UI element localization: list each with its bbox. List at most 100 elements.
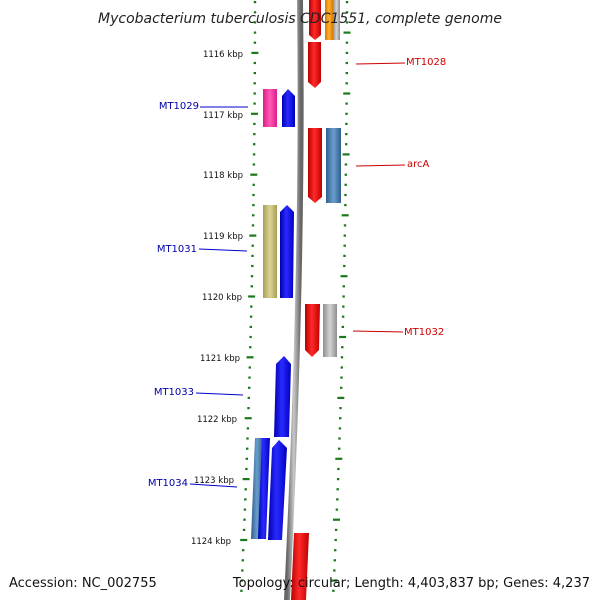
gene-label-mt1031[interactable]: MT1031 (157, 244, 197, 255)
major-tick (337, 396, 345, 399)
cog-box-pink[interactable] (263, 89, 277, 127)
minor-tick (345, 112, 348, 115)
major-tick (251, 51, 259, 54)
minor-tick (251, 264, 254, 268)
major-tick (340, 275, 348, 278)
gene-arrow-mt1033[interactable] (274, 356, 291, 437)
minor-tick (341, 315, 345, 318)
minor-tick (253, 72, 256, 75)
gene-label-mt1029[interactable]: MT1029 (159, 101, 199, 112)
gene-arrow-mt1034-b[interactable] (268, 440, 287, 540)
minor-tick (253, 82, 256, 85)
minor-tick (253, 122, 256, 125)
minor-tick (253, 21, 257, 24)
minor-tick (247, 396, 250, 399)
scale-label: 1118 kbp (203, 171, 243, 181)
minor-tick (252, 163, 256, 166)
minor-tick (241, 569, 244, 572)
minor-tick (248, 376, 251, 379)
minor-tick (345, 1, 349, 4)
minor-tick (345, 82, 348, 85)
major-tick (330, 579, 338, 582)
minor-tick (250, 305, 253, 308)
minor-tick (335, 508, 339, 511)
minor-tick (342, 305, 345, 308)
minor-tick (343, 234, 346, 237)
minor-tick (344, 173, 347, 176)
cog-box-gray[interactable] (323, 304, 337, 357)
minor-tick (246, 427, 250, 430)
gene-arrow-forward[interactable] (309, 0, 321, 40)
minor-tick (345, 133, 348, 136)
map-title: Mycobacterium tuberculosis CDC1551, comp… (98, 11, 502, 27)
gene-label-mt1033[interactable]: MT1033 (154, 387, 194, 398)
minor-tick (242, 528, 246, 531)
scale-label: 1117 kbp (203, 111, 243, 121)
scale-label: 1121 kbp (200, 354, 240, 364)
minor-tick (343, 244, 346, 247)
minor-tick (345, 102, 348, 105)
major-tick (250, 173, 258, 176)
gene-arrow-mt1034-a[interactable] (258, 438, 270, 539)
minor-tick (243, 518, 246, 521)
minor-tick (345, 51, 349, 54)
gene-arrow-arca[interactable] (308, 128, 322, 203)
gene-arrow-mt1031[interactable] (280, 205, 294, 298)
minor-tick (345, 11, 349, 14)
minor-tick (243, 508, 247, 511)
cog-box-steelblue[interactable] (326, 128, 341, 203)
gene-arrow-forward[interactable] (291, 533, 309, 600)
scale-label: 1120 kbp (202, 293, 242, 303)
minor-tick (333, 559, 336, 562)
minor-tick (249, 335, 252, 339)
major-tick (333, 518, 340, 521)
minor-tick (246, 437, 249, 440)
minor-tick (342, 295, 345, 298)
minor-tick (345, 72, 348, 75)
minor-tick (340, 356, 344, 359)
minor-tick (340, 386, 343, 389)
minor-tick (340, 366, 343, 369)
gene-label-mt1028[interactable]: MT1028 (406, 57, 446, 68)
major-tick (342, 153, 350, 156)
minor-tick (345, 122, 348, 125)
minor-tick (247, 407, 250, 410)
gene-arrow-mt1028[interactable] (308, 42, 321, 88)
cog-box-gray[interactable] (333, 0, 340, 40)
minor-tick (333, 569, 336, 572)
gene-label-mt1034[interactable]: MT1034 (148, 478, 188, 489)
gene-label-arca[interactable]: arcA (407, 159, 430, 170)
minor-tick (253, 102, 256, 105)
minor-tick (332, 589, 335, 592)
minor-tick (251, 224, 255, 227)
minor-tick (249, 315, 253, 318)
minor-tick (338, 437, 341, 440)
right-tick-track (330, 1, 351, 592)
major-tick (343, 31, 351, 34)
minor-tick (248, 366, 251, 369)
gene-label-mt1032[interactable]: MT1032 (404, 327, 444, 338)
left-tick-track (240, 1, 259, 592)
major-tick (249, 234, 257, 237)
minor-tick (252, 193, 255, 197)
major-tick (248, 295, 256, 298)
gene-arrow-mt1032[interactable] (305, 304, 320, 357)
cog-box-orange[interactable] (325, 0, 333, 40)
minor-tick (336, 498, 339, 501)
leader-line-mt1028 (355, 62, 406, 65)
scale-label: 1116 kbp (203, 50, 243, 60)
minor-tick (246, 447, 249, 450)
minor-tick (253, 31, 257, 34)
minor-tick (340, 376, 343, 379)
major-tick (339, 335, 347, 339)
minor-tick (345, 41, 349, 44)
minor-tick (338, 447, 341, 450)
minor-tick (341, 325, 344, 328)
minor-tick (251, 254, 254, 257)
cog-box-khaki[interactable] (263, 205, 277, 298)
minor-tick (345, 61, 348, 65)
accession-text: Accession: NC_002755 (9, 576, 157, 591)
gene-arrow-mt1029[interactable] (282, 89, 295, 127)
minor-tick (250, 275, 254, 278)
